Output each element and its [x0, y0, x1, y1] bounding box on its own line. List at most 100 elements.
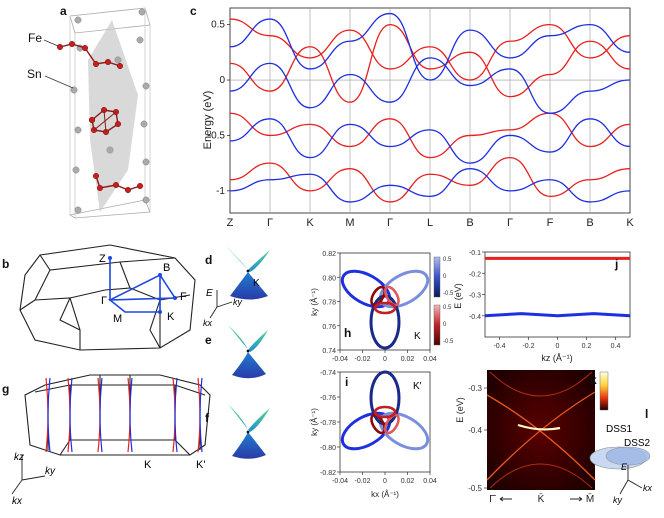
band-ylabel: Energy (eV) [202, 91, 214, 150]
ytick-label: 0.5 [211, 20, 225, 31]
sn-atom [74, 126, 82, 134]
kpoint-label: Γ [387, 217, 393, 229]
ytick-label: -0.82 [320, 470, 336, 477]
ytick-label: 0.76 [322, 324, 336, 331]
loop-red [373, 405, 397, 419]
kpoint-label: F [547, 217, 554, 229]
kagome-plane [88, 20, 138, 212]
j-line [484, 312, 631, 318]
panel-k: k -0.3 -0.4 -0.5 Γ̄ K̄ M̄ E (eV) [455, 370, 609, 505]
fe-atom [81, 45, 88, 52]
panel-label-j: j [614, 257, 618, 271]
kpoint-label: Z [227, 217, 234, 229]
band-line [229, 12, 631, 81]
fe-atom [124, 186, 131, 193]
xtick-label: 0.04 [423, 356, 437, 363]
xtick-label: -0.02 [355, 356, 371, 363]
panel-label-k: k [590, 373, 597, 387]
panel-a: a Fe Sn [27, 4, 151, 219]
cb-top-label: 0 [443, 274, 447, 280]
h-loops [340, 269, 430, 350]
xtick-label: 0.2 [582, 343, 592, 350]
xtick-label: 0 [383, 478, 387, 485]
ytick-label: -0.1 [469, 250, 481, 257]
l-ky: ky [613, 495, 623, 505]
i-corner: K' [413, 381, 422, 392]
ytick-label: 0.74 [322, 348, 336, 355]
kpoint-label: M [345, 217, 354, 229]
panel-label-c: c [190, 4, 197, 18]
xtick-label: -0.04 [332, 478, 348, 485]
i-ylabel: ky (Å⁻¹) [310, 408, 319, 436]
ytick-label: -0.2 [469, 271, 481, 278]
l-kx: kx [643, 483, 653, 493]
fe-atom [114, 120, 121, 127]
xtick-label: 0.4 [611, 343, 621, 350]
k-xlabel: K̄ [538, 492, 545, 505]
nodal-lines [45, 377, 203, 453]
ytick-label: -0.5 [208, 130, 226, 141]
kpoint-label: L [427, 217, 433, 229]
ytick-label: 0.80 [322, 275, 336, 282]
nodal-line-blue [47, 377, 51, 453]
bz-gamma: Γ [101, 295, 107, 307]
panel-label-i: i [345, 375, 348, 389]
bz-f: F [180, 291, 187, 303]
panel-label-a: a [60, 4, 67, 18]
fe-atom [92, 61, 99, 68]
ytick-label: -0.76 [320, 395, 336, 402]
ytick-label: -0.78 [320, 420, 336, 427]
panel-l: l DSS1 DSS2 E kx ky [589, 407, 653, 505]
fe-atom [104, 59, 111, 66]
band-line [229, 156, 631, 203]
loop-red [370, 413, 386, 435]
high-symmetry-path [107, 258, 177, 313]
panel-h: -0.04 -0.02 0 0.02 0.040.820.800.780.760.74 … [310, 251, 454, 363]
fe-atom [88, 116, 95, 123]
sn-atoms [70, 8, 150, 214]
ytick-label: -0.4 [469, 314, 481, 321]
cb-top-label: 0.5 [443, 257, 452, 263]
xtick-label: 0.02 [401, 356, 415, 363]
h-ylabel: ky (Å⁻¹) [310, 288, 319, 316]
xtick-label: 0.02 [401, 478, 415, 485]
kpoint-label: Γ [507, 217, 513, 229]
ytick-label: 0 [219, 75, 225, 86]
xtick-label: -0.4 [493, 343, 505, 350]
sn-atom [74, 16, 82, 24]
panel-j: -0.4 -0.2 0 0.2 0.4 -0.1 -0.2 -0.3 -0.4 j E (eV)… [453, 250, 631, 363]
panel-label-g: g [2, 382, 9, 396]
fe-atom [112, 181, 119, 188]
g-k: K [144, 459, 152, 471]
panel-label-e: e [205, 333, 212, 347]
sn-label: Sn [27, 67, 42, 81]
nodal-line-blue [99, 377, 103, 453]
sn-atom [142, 158, 150, 166]
loop-red [384, 413, 400, 435]
arrow-left [499, 496, 512, 502]
h-corner: K [414, 331, 421, 342]
l-dss2: DSS2 [624, 438, 651, 449]
i-loops [340, 370, 430, 451]
sn-atom [136, 36, 144, 44]
ytick-label: -0.80 [320, 445, 336, 452]
band-line [229, 23, 631, 103]
cb-bot-label: 0 [443, 322, 447, 328]
band-line [229, 168, 631, 203]
cone-f [228, 404, 270, 459]
d-kx: kx [203, 318, 213, 328]
panel-i: -0.04 -0.02 0 0.02 0.04 -0.74 -0.76 -0.78 -0.80 -… [310, 370, 437, 499]
panel-label-l: l [645, 407, 648, 421]
sn-atom [114, 56, 122, 64]
loop-red [384, 285, 400, 307]
fe-label: Fe [28, 31, 42, 45]
xtick-label: -0.02 [355, 478, 371, 485]
panel-def: d e f K E ky kx [203, 245, 270, 459]
cb-bot-label: -0.5 [443, 339, 454, 345]
g-ky: ky [45, 466, 56, 477]
panel-b: b Z B F Γ K M [2, 244, 196, 351]
fe-atom [68, 41, 75, 48]
kpoint-label: B [466, 217, 473, 229]
extended-bz [24, 374, 211, 456]
xtick-label: 0.04 [423, 478, 437, 485]
